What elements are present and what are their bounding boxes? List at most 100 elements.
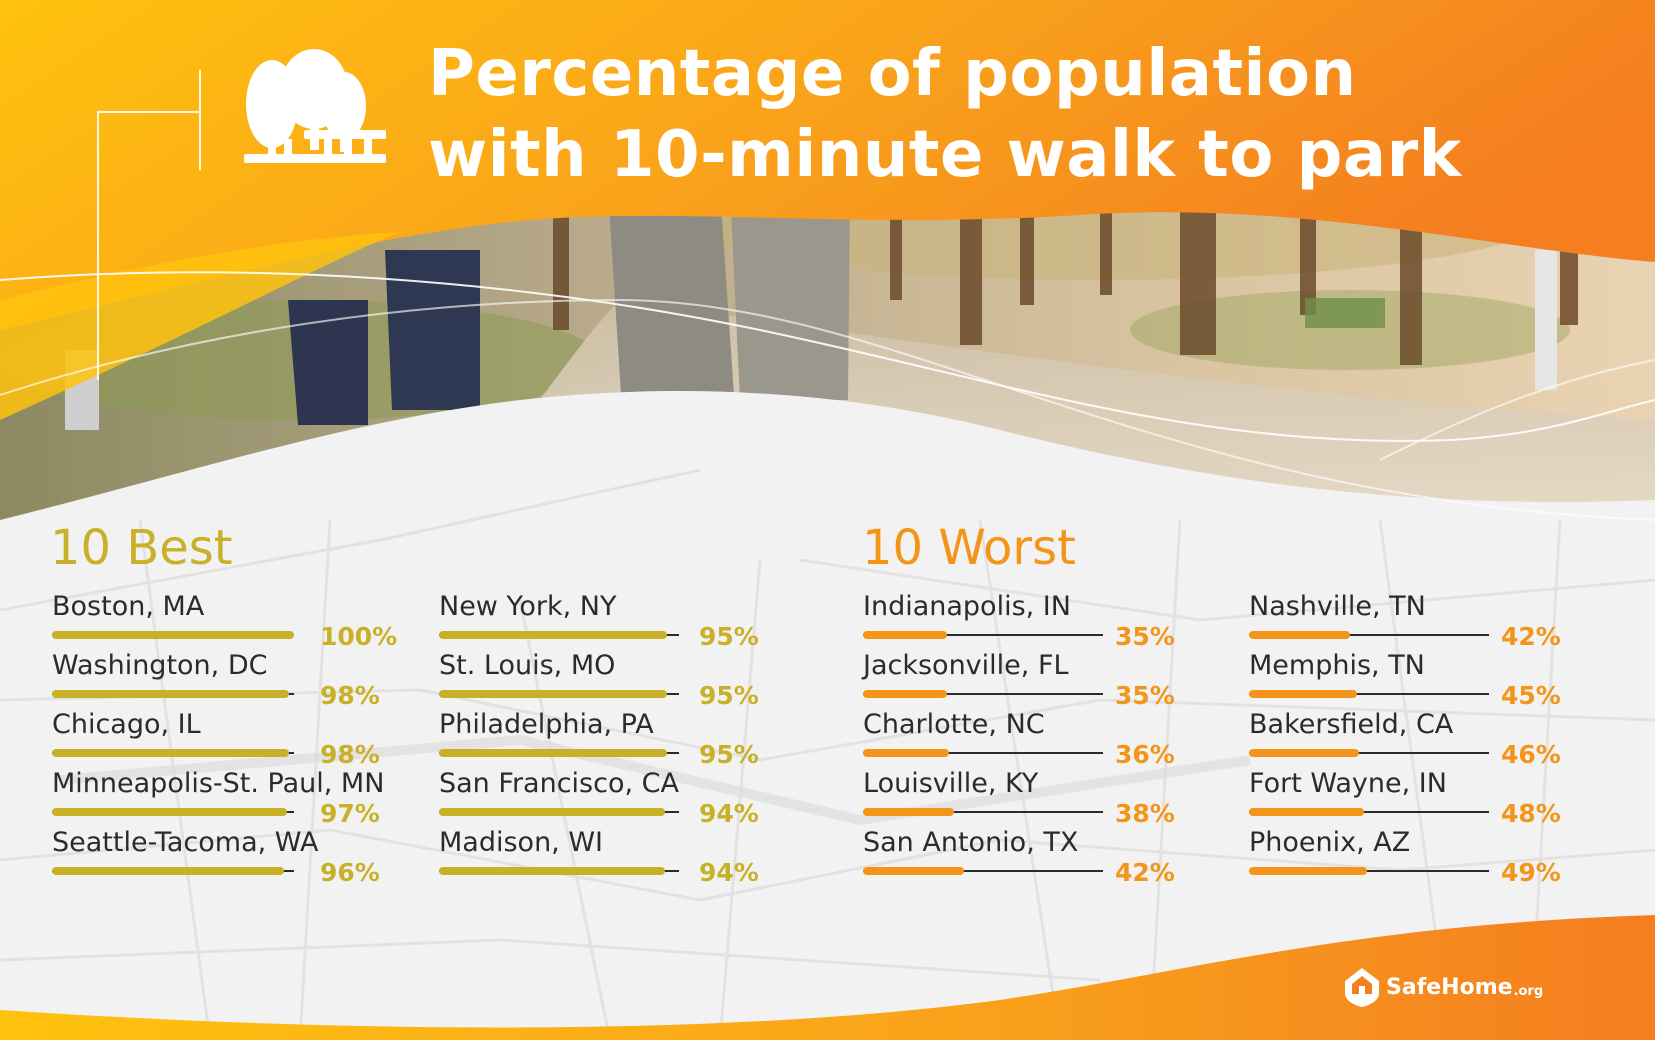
bar-label: Boston, MA xyxy=(52,591,205,622)
bar-track xyxy=(863,749,1103,757)
bar-row: Minneapolis-St. Paul, MN 97% xyxy=(52,769,412,828)
park-trees-bench-icon xyxy=(244,49,386,163)
bar-label: St. Louis, MO xyxy=(439,650,616,681)
bar-fill xyxy=(439,631,667,639)
heading-10-best: 10 Best xyxy=(50,520,233,576)
bar-track xyxy=(1249,690,1489,698)
bar-label: Phoenix, AZ xyxy=(1249,827,1411,858)
bar-fill xyxy=(1249,631,1350,639)
bar-track xyxy=(863,867,1103,875)
bar-fill xyxy=(1249,690,1357,698)
bar-track xyxy=(1249,749,1489,757)
bar-track xyxy=(863,808,1103,816)
bar-value-label: 42% xyxy=(1115,858,1175,887)
bar-label: Bakersfield, CA xyxy=(1249,709,1454,740)
bar-fill xyxy=(863,867,964,875)
bar-row: Washington, DC 98% xyxy=(52,651,412,710)
bar-fill xyxy=(1249,867,1367,875)
bar-fill xyxy=(1249,749,1359,757)
logo-name: SafeHome xyxy=(1386,974,1513,1000)
bar-row: Chicago, IL 98% xyxy=(52,710,412,769)
title-line-2: with 10-minute walk to park xyxy=(428,118,1462,192)
worst-column-1: Indianapolis, IN 35% Jacksonville, FL 35% Ch… xyxy=(863,592,1223,887)
bar-value-label: 100% xyxy=(320,622,398,651)
bar-label: Nashville, TN xyxy=(1249,591,1426,622)
bar-label: Indianapolis, IN xyxy=(863,591,1071,622)
bar-row: Louisville, KY 38% xyxy=(863,769,1223,828)
bar-row: Fort Wayne, IN 48% xyxy=(1249,769,1609,828)
bar-value-label: 36% xyxy=(1115,740,1175,769)
bar-fill xyxy=(1249,808,1364,816)
bar-fill xyxy=(439,749,667,757)
title-line-1: Percentage of population xyxy=(428,37,1357,111)
bar-value-label: 94% xyxy=(699,799,759,828)
bar-row: Indianapolis, IN 35% xyxy=(863,592,1223,651)
bar-fill xyxy=(52,690,289,698)
best-column-1: Boston, MA 100% Washington, DC 98% Chicago, … xyxy=(52,592,412,887)
bar-track xyxy=(52,808,294,816)
bar-row: San Antonio, TX 42% xyxy=(863,828,1223,887)
bar-row: Bakersfield, CA 46% xyxy=(1249,710,1609,769)
page-title: Percentage of population with 10-minute … xyxy=(428,34,1608,196)
bar-fill xyxy=(863,808,954,816)
bar-label: Chicago, IL xyxy=(52,709,201,740)
safehome-logo: SafeHome .org xyxy=(1344,965,1543,1009)
bar-value-label: 95% xyxy=(699,622,759,651)
bar-row: Memphis, TN 45% xyxy=(1249,651,1609,710)
bar-label: Jacksonville, FL xyxy=(863,650,1069,681)
bar-label: Louisville, KY xyxy=(863,768,1039,799)
bar-value-label: 95% xyxy=(699,740,759,769)
bar-value-label: 42% xyxy=(1501,622,1561,651)
bar-track xyxy=(863,631,1103,639)
bar-fill xyxy=(863,690,947,698)
bar-value-label: 46% xyxy=(1501,740,1561,769)
bar-track xyxy=(863,690,1103,698)
bar-row: Seattle-Tacoma, WA 96% xyxy=(52,828,412,887)
bar-label: Minneapolis-St. Paul, MN xyxy=(52,768,385,799)
bar-track xyxy=(52,749,294,757)
bar-fill xyxy=(52,867,284,875)
bar-value-label: 38% xyxy=(1115,799,1175,828)
bar-value-label: 96% xyxy=(320,858,380,887)
heading-10-worst: 10 Worst xyxy=(862,520,1076,576)
bar-row: Charlotte, NC 36% xyxy=(863,710,1223,769)
bar-fill xyxy=(863,749,949,757)
bar-track xyxy=(1249,631,1489,639)
bar-track xyxy=(52,867,294,875)
bar-fill xyxy=(439,867,665,875)
bar-row: Phoenix, AZ 49% xyxy=(1249,828,1609,887)
bar-track xyxy=(1249,867,1489,875)
bar-label: Charlotte, NC xyxy=(863,709,1045,740)
bar-fill xyxy=(52,749,289,757)
bar-label: San Antonio, TX xyxy=(863,827,1079,858)
bar-fill xyxy=(52,808,287,816)
bar-value-label: 45% xyxy=(1501,681,1561,710)
bar-value-label: 98% xyxy=(320,681,380,710)
bar-row: Philadelphia, PA 95% xyxy=(439,710,799,769)
bar-value-label: 48% xyxy=(1501,799,1561,828)
bar-track xyxy=(439,690,679,698)
bar-track xyxy=(439,631,679,639)
bar-label: Seattle-Tacoma, WA xyxy=(52,827,319,858)
bar-row: St. Louis, MO 95% xyxy=(439,651,799,710)
bar-track xyxy=(439,867,679,875)
logo-suffix: .org xyxy=(1513,983,1544,999)
bar-fill xyxy=(439,690,667,698)
bar-row: San Francisco, CA 94% xyxy=(439,769,799,828)
best-column-2: New York, NY 95% St. Louis, MO 95% Philadelp… xyxy=(439,592,799,887)
bar-track xyxy=(52,690,294,698)
bar-label: Washington, DC xyxy=(52,650,268,681)
bar-fill xyxy=(52,631,294,639)
bar-row: Nashville, TN 42% xyxy=(1249,592,1609,651)
bar-fill xyxy=(439,808,665,816)
bar-label: Madison, WI xyxy=(439,827,604,858)
bar-label: Philadelphia, PA xyxy=(439,709,654,740)
bar-fill xyxy=(863,631,947,639)
house-shield-icon xyxy=(1345,968,1379,1007)
bar-value-label: 97% xyxy=(320,799,380,828)
worst-column-2: Nashville, TN 42% Memphis, TN 45% Bakersfiel… xyxy=(1249,592,1609,887)
bar-value-label: 94% xyxy=(699,858,759,887)
bar-track xyxy=(52,631,294,639)
bar-label: Memphis, TN xyxy=(1249,650,1425,681)
bar-track xyxy=(1249,808,1489,816)
